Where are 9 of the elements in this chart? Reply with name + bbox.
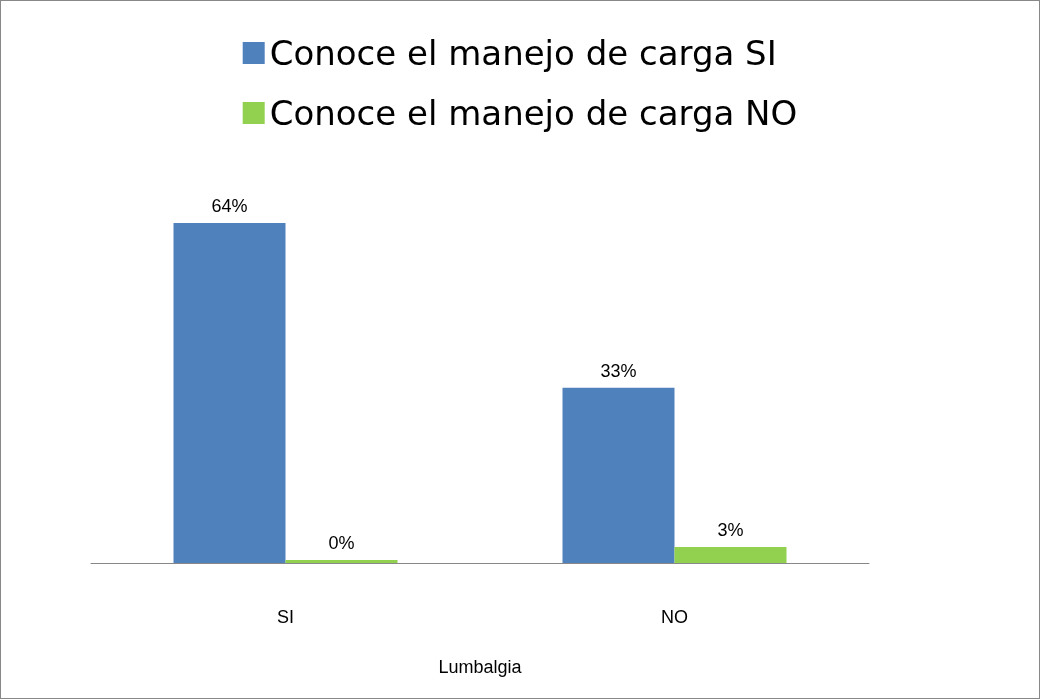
- data-label: 33%: [600, 360, 637, 381]
- data-label: 3%: [717, 520, 744, 541]
- x-tick-label: SI: [276, 607, 295, 627]
- legend-label: Conoce el manejo de carga NO: [269, 93, 798, 133]
- data-label: 64%: [211, 195, 248, 216]
- legend-label: Conoce el manejo de carga SI: [269, 33, 777, 73]
- x-axis-title: Lumbalgia: [438, 657, 523, 677]
- data-label: 0%: [328, 533, 355, 553]
- x-tick-label: NO: [661, 607, 688, 627]
